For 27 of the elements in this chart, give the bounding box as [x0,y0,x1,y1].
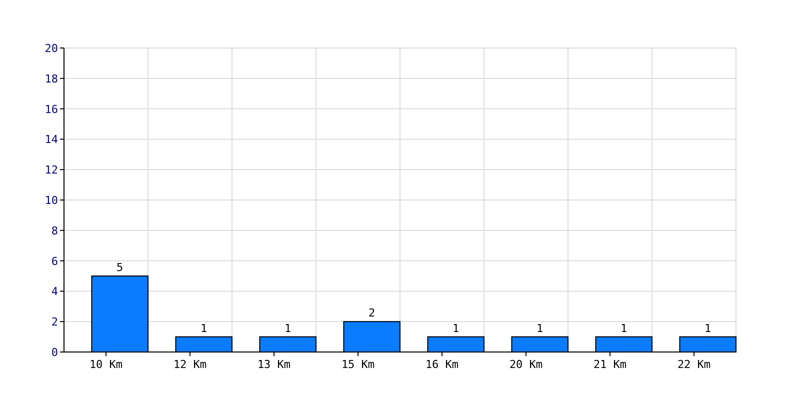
y-tick-label: 18 [44,72,58,86]
y-tick-label: 20 [44,42,58,55]
y-tick-label: 12 [44,164,58,177]
data-label: 1 [704,322,712,335]
y-tick-label: 6 [51,254,58,268]
data-label: 1 [536,322,544,335]
x-tick-label: 21 Km [593,358,627,371]
data-label: 2 [368,306,376,320]
data-label: 5 [116,261,124,274]
x-tick-label: 10 Km [89,358,123,371]
y-tick-label: 8 [51,224,58,238]
x-tick-label: 22 Km [677,358,711,371]
x-tick-label: 13 Km [257,358,291,371]
y-tick-label: 10 [44,194,58,207]
data-label: 1 [452,322,460,335]
y-tick-label: 14 [44,133,58,146]
y-tick-label: 2 [51,316,58,329]
y-tick-label: 4 [51,285,58,298]
data-label: 1 [620,322,628,335]
y-tick-label: 0 [51,346,58,359]
data-label: 1 [284,322,292,335]
x-tick-label: 15 Km [341,358,375,371]
data-label: 1 [200,322,208,335]
y-tick-label: 16 [44,102,58,116]
x-tick-label: 20 Km [509,358,543,371]
x-tick-label: 12 Km [173,358,207,371]
x-tick-label: 16 Km [425,358,459,371]
